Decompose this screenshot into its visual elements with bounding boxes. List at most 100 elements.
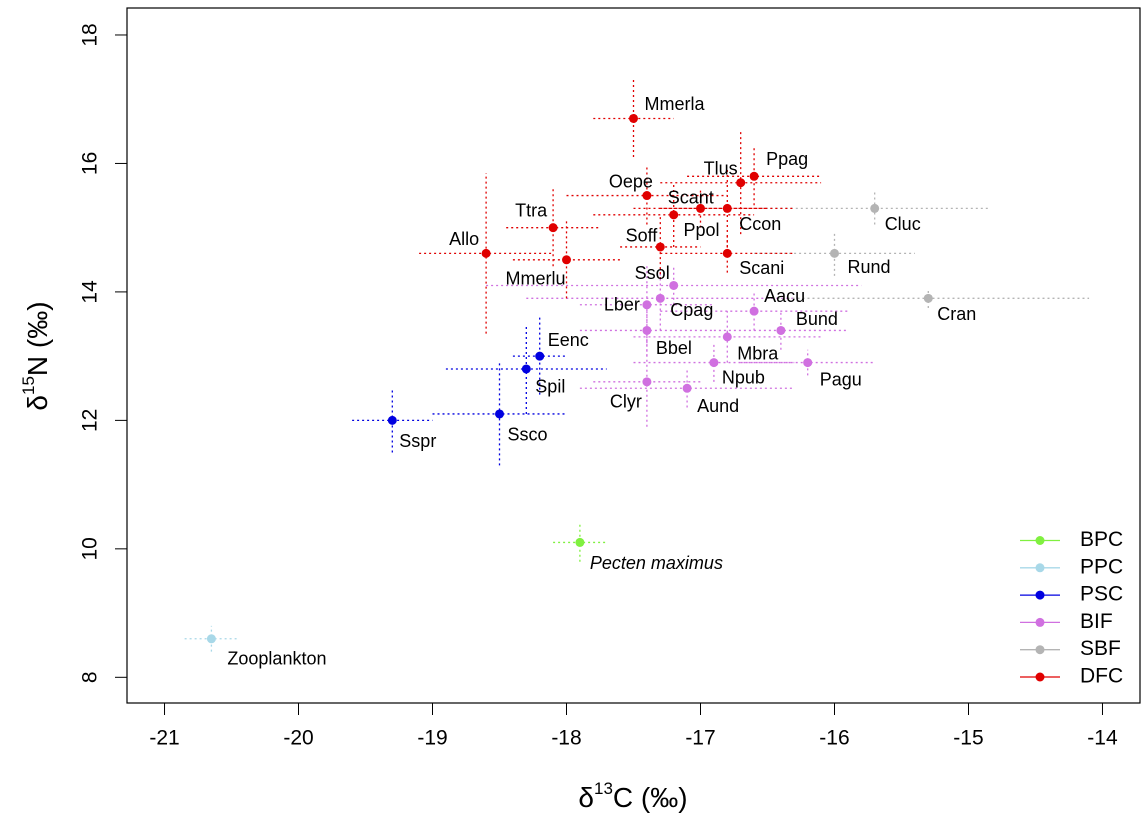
legend-marker xyxy=(1035,563,1045,573)
point-label: Soff xyxy=(626,226,659,246)
point xyxy=(642,300,652,310)
point xyxy=(749,171,759,181)
point xyxy=(548,223,558,233)
y-label-prefix: δ xyxy=(22,395,53,411)
point-label: Cpag xyxy=(670,300,713,320)
point xyxy=(206,634,216,644)
point xyxy=(722,332,732,342)
legend-label: PPC xyxy=(1080,555,1123,578)
point xyxy=(669,210,679,220)
point-label: Pagu xyxy=(820,369,862,389)
point-label: Aund xyxy=(697,396,739,416)
x-tick-label: -18 xyxy=(551,727,581,750)
point-label: Sspr xyxy=(399,431,436,451)
legend-label: PSC xyxy=(1080,583,1123,606)
legend-label: BIF xyxy=(1080,610,1113,633)
point xyxy=(722,203,732,213)
y-axis-label: δ15N (‰) xyxy=(19,301,53,410)
x-tick-label: -14 xyxy=(1087,727,1118,750)
legend-label: SBF xyxy=(1080,637,1121,660)
x-tick-label: -21 xyxy=(149,727,179,750)
point xyxy=(387,415,397,425)
point-label: Ssco xyxy=(508,425,548,445)
plot-frame xyxy=(126,7,1141,704)
point-label: Pecten maximus xyxy=(590,553,723,573)
point-label: Ttra xyxy=(515,200,548,220)
point xyxy=(870,203,880,213)
point-label: Ppag xyxy=(766,149,808,169)
point xyxy=(535,351,545,361)
point-label: Eenc xyxy=(548,330,589,350)
x-label-suffix: C (‰) xyxy=(613,782,688,813)
point xyxy=(722,248,732,258)
point-label: Ccon xyxy=(739,214,781,234)
y-tick-label: 10 xyxy=(79,537,102,560)
legend-label: BPC xyxy=(1080,528,1123,551)
point-label: Ssol xyxy=(635,263,670,283)
point-label: Spil xyxy=(535,377,565,397)
point-label: Rund xyxy=(847,257,890,277)
point xyxy=(749,306,759,316)
y-tick-label: 18 xyxy=(79,23,102,46)
x-label-prefix: δ xyxy=(578,782,594,813)
point xyxy=(736,178,746,188)
point xyxy=(642,377,652,387)
point xyxy=(669,280,679,290)
point-label: Mmerla xyxy=(645,94,706,114)
point-label: Bund xyxy=(796,309,838,329)
legend-label: DFC xyxy=(1080,665,1123,688)
y-tick-label: 14 xyxy=(79,280,102,304)
legend-marker xyxy=(1035,645,1045,655)
x-tick-label: -19 xyxy=(417,727,447,750)
x-axis-label: δ13C (‰) xyxy=(578,779,687,813)
x-tick-label: -20 xyxy=(283,727,313,750)
y-label-suffix: N (‰) xyxy=(22,301,53,376)
y-label-sup: 15 xyxy=(19,376,38,395)
point xyxy=(629,113,638,123)
point-label: Mbra xyxy=(737,344,779,364)
legend-marker xyxy=(1035,617,1045,627)
point xyxy=(803,358,813,368)
point-label: Cran xyxy=(937,304,976,324)
point xyxy=(495,409,505,419)
point xyxy=(923,293,933,303)
point-label: Scant xyxy=(668,188,714,208)
point xyxy=(655,293,665,303)
x-tick-label: -16 xyxy=(819,727,849,750)
point-label: Ppol xyxy=(683,220,719,240)
point-label: Aacu xyxy=(764,286,805,306)
y-tick-label: 16 xyxy=(79,152,102,175)
legend-marker xyxy=(1035,672,1045,682)
legend-marker xyxy=(1035,536,1045,545)
point xyxy=(695,203,705,213)
point-label: Cluc xyxy=(885,214,921,234)
x-tick-label: -17 xyxy=(685,727,715,750)
point xyxy=(709,358,719,368)
x-tick-label: -15 xyxy=(953,727,983,750)
point-label: Npub xyxy=(722,367,765,387)
x-label-sup: 13 xyxy=(594,779,613,798)
point xyxy=(562,255,572,265)
point-label: Tlus xyxy=(704,158,738,178)
point-label: Clyr xyxy=(610,392,642,412)
point xyxy=(481,248,491,258)
point xyxy=(642,191,652,201)
y-tick-label: 8 xyxy=(79,671,102,683)
point-label: Lber xyxy=(604,295,640,315)
point xyxy=(642,325,652,335)
point-label: Bbel xyxy=(656,338,692,358)
point-label: Zooplankton xyxy=(227,649,326,669)
point-label: Oepe xyxy=(609,171,653,191)
point xyxy=(682,383,692,393)
point xyxy=(521,364,531,374)
legend-marker xyxy=(1035,590,1045,600)
point xyxy=(829,248,839,258)
point xyxy=(575,537,585,547)
y-tick-label: 12 xyxy=(79,409,102,432)
point xyxy=(655,242,665,252)
point-label: Mmerlu xyxy=(505,269,565,289)
point-label: Allo xyxy=(449,229,479,249)
point xyxy=(776,325,786,335)
point-label: Scani xyxy=(739,258,784,278)
